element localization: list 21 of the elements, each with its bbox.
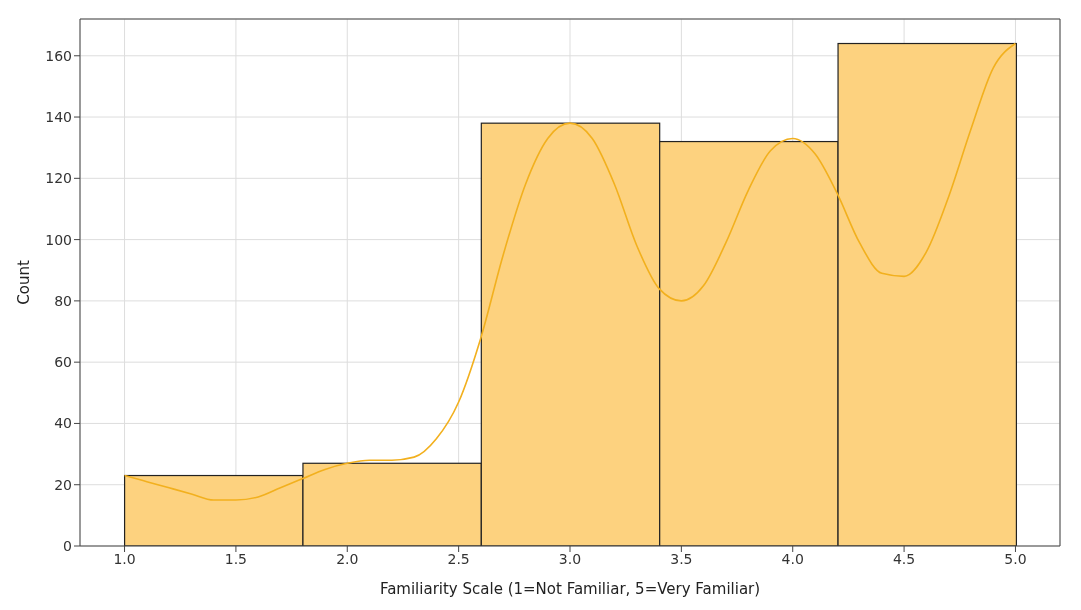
y-tick-label: 120 <box>45 170 72 187</box>
x-tick-label: 5.0 <box>1004 550 1027 567</box>
x-tick-label: 1.5 <box>224 550 248 567</box>
y-tick-label: 100 <box>45 231 72 248</box>
y-tick-label: 140 <box>45 109 72 126</box>
y-tick-label: 40 <box>54 415 72 432</box>
x-tick-label: 2.5 <box>447 550 470 567</box>
x-axis-title: Familiarity Scale (1=Not Familiar, 5=Very Familiar) <box>379 580 761 598</box>
y-tick-label: 20 <box>54 476 72 493</box>
y-tick-label: 160 <box>45 47 72 64</box>
x-tick-label: 4.5 <box>892 550 916 567</box>
y-tick-label: 0 <box>63 537 72 554</box>
x-tick-label: 3.0 <box>558 550 582 567</box>
x-tick-label: 3.5 <box>670 550 693 567</box>
y-tick-label: 80 <box>54 292 72 309</box>
x-tick-label: 4.0 <box>781 550 804 567</box>
x-tick-label: 1.0 <box>113 550 136 567</box>
line-series <box>123 42 1017 501</box>
y-tick-label: 60 <box>54 354 72 371</box>
x-tick-label: 2.0 <box>336 550 359 567</box>
y-axis-title: Count <box>15 260 34 305</box>
